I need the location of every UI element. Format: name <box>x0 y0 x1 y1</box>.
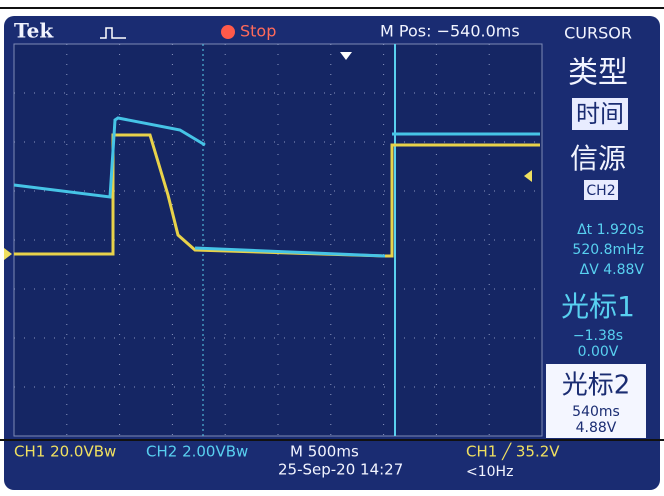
menu-value-box <box>584 180 618 200</box>
cursor-time: −1.38s <box>573 328 623 344</box>
menu-value[interactable]: CH2 <box>586 183 615 199</box>
acquire-icon <box>100 27 126 39</box>
cursor-voltage: 0.00V <box>578 344 619 360</box>
ch2-trace <box>13 116 206 199</box>
stop-indicator <box>221 25 235 39</box>
menu-value[interactable]: 时间 <box>576 100 624 128</box>
menu-label: 类型 <box>568 56 628 91</box>
ch1-trace <box>14 133 540 258</box>
delta-v: ΔV 4.88V <box>580 262 645 278</box>
cursor-label: 光标1 <box>561 290 635 323</box>
ch1-ground-marker <box>4 248 12 260</box>
run-state: Stop <box>240 22 276 41</box>
graticule <box>13 43 543 437</box>
trigger-position-marker <box>340 52 352 60</box>
timebase: M 500ms <box>290 443 359 461</box>
menu-label: 信源 <box>570 142 626 175</box>
delta-t: Δt 1.920s <box>577 222 644 238</box>
cursor-label[interactable]: 光标2 <box>562 371 631 401</box>
ch2-scale: CH2 2.00VBw <box>146 443 248 461</box>
menu-title: CURSOR <box>564 24 632 43</box>
ch2-trace <box>194 246 386 258</box>
trigger-level-marker <box>524 170 532 182</box>
inverse-delta-t: 520.8mHz <box>572 242 644 258</box>
horizontal-position: M Pos: −540.0ms <box>380 22 520 41</box>
cursor-time: 540ms <box>572 404 620 420</box>
cursor-2-box <box>546 364 646 438</box>
frequency: <10Hz <box>466 464 513 480</box>
trigger: CH1 ╱ 35.2V <box>466 443 560 461</box>
ch1-scale: CH1 20.0VBw <box>14 443 116 461</box>
grid <box>14 44 542 436</box>
cursor-voltage: 4.88V <box>576 420 617 436</box>
menu-value-box <box>572 98 628 130</box>
brand: Tek <box>14 19 54 43</box>
datetime: 25-Sep-20 14:27 <box>278 461 403 479</box>
